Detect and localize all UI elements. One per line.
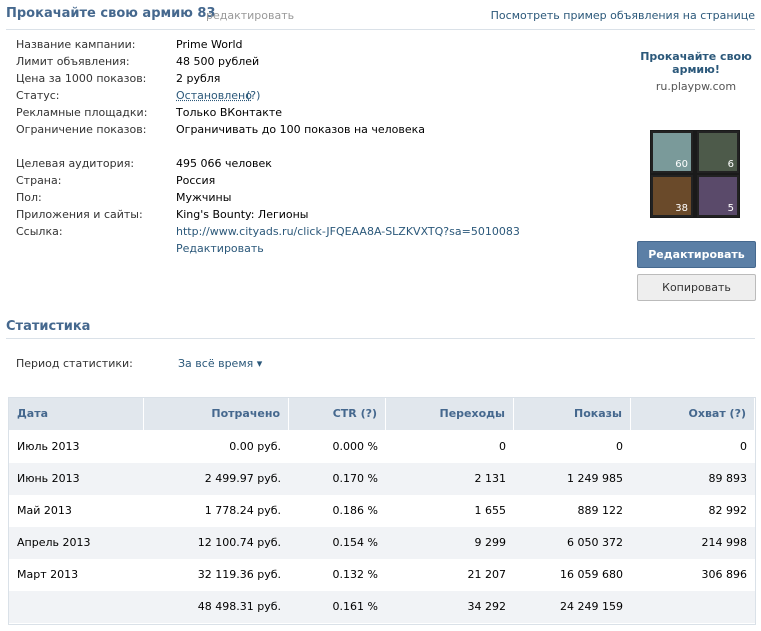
- edit-button[interactable]: Редактировать: [637, 241, 756, 268]
- hero-card: 6: [697, 131, 739, 173]
- field-label: Ограничение показов:: [16, 123, 147, 136]
- period-label: Период статистики:: [16, 357, 133, 370]
- table-cell: 89 893: [708, 472, 748, 485]
- column-header[interactable]: Охват (?): [631, 398, 755, 430]
- field-value: 48 500 рублей: [176, 55, 260, 68]
- field-value: Только ВКонтакте: [176, 106, 283, 119]
- edit-targeting-link[interactable]: Редактировать: [176, 242, 264, 255]
- table-cell: 0: [740, 440, 747, 453]
- hero-card: 60: [651, 131, 693, 173]
- stats-title: Статистика: [6, 319, 91, 334]
- table-cell: 21 207: [467, 568, 507, 581]
- field-value: 495 066 человек: [176, 157, 272, 170]
- table-cell: 32 119.36 руб.: [197, 568, 281, 581]
- column-header[interactable]: CTR (?): [289, 398, 386, 430]
- field-label: Статус:: [16, 89, 60, 102]
- card-count: 60: [675, 159, 688, 170]
- table-cell: 0.161 %: [332, 600, 378, 613]
- field-label: Лимит объявления:: [16, 55, 130, 68]
- field-label: Приложения и сайты:: [16, 208, 143, 221]
- divider: [6, 29, 755, 30]
- field-value: Prime World: [176, 38, 243, 51]
- table-cell: Март 2013: [17, 568, 79, 581]
- preview-domain: ru.playpw.com: [655, 80, 737, 93]
- table-cell: 0.132 %: [332, 568, 378, 581]
- column-header[interactable]: Переходы: [386, 398, 514, 430]
- ad-title: Прокачайте свою армию 83: [6, 6, 216, 21]
- column-header[interactable]: Дата: [9, 398, 144, 430]
- field-value[interactable]: http://www.cityads.ru/click-JFQEAA8A-SLZ…: [176, 225, 520, 238]
- table-cell: 0: [616, 440, 623, 453]
- table-cell: 1 778.24 руб.: [204, 504, 281, 517]
- table-cell: 2 131: [474, 472, 507, 485]
- table-cell: 0.186 %: [332, 504, 378, 517]
- example-link[interactable]: Посмотреть пример объявления на странице: [490, 9, 755, 22]
- table-cell: 82 992: [708, 504, 748, 517]
- hero-card: 38: [651, 175, 693, 217]
- preview-title[interactable]: Прокачайте свою армию!: [640, 50, 752, 76]
- table-row: [9, 431, 755, 463]
- field-value: Россия: [176, 174, 216, 187]
- column-header[interactable]: Показы: [514, 398, 631, 430]
- field-label: Пол:: [16, 191, 42, 204]
- table-cell: Июнь 2013: [17, 472, 80, 485]
- table-cell: Апрель 2013: [17, 536, 91, 549]
- field-value: King's Bounty: Легионы: [176, 208, 309, 221]
- field-value[interactable]: Остановлено: [176, 89, 252, 102]
- field-label: Цена за 1000 показов:: [16, 72, 147, 85]
- table-cell: 2 499.97 руб.: [204, 472, 281, 485]
- table-cell: Май 2013: [17, 504, 72, 517]
- stats-table: Дата Потрачено CTR (?) Переходы Показы Охват …: [8, 397, 756, 625]
- card-count: 38: [675, 203, 688, 214]
- status-hint[interactable]: (?): [246, 89, 261, 102]
- table-cell: 0.00 руб.: [229, 440, 281, 453]
- card-count: 6: [727, 159, 734, 170]
- table-cell: 16 059 680: [560, 568, 623, 581]
- field-label: Ссылка:: [16, 225, 63, 238]
- table-cell: 306 896: [701, 568, 748, 581]
- field-label: Рекламные площадки:: [16, 106, 148, 119]
- field-label: Страна:: [16, 174, 62, 187]
- table-cell: 34 292: [467, 600, 507, 613]
- divider: [6, 338, 755, 339]
- table-cell: 214 998: [701, 536, 748, 549]
- field-label: Название кампании:: [16, 38, 136, 51]
- edit-link[interactable]: редактировать: [206, 9, 295, 22]
- table-row: [9, 591, 755, 623]
- table-row: [9, 559, 755, 591]
- table-cell: 0.000 %: [332, 440, 378, 453]
- table-cell: 0.154 %: [332, 536, 378, 549]
- table-cell: 24 249 159: [560, 600, 623, 613]
- table-row: [9, 463, 755, 495]
- hero-card: 5: [697, 175, 739, 217]
- preview-image: 60 6 38 5: [650, 130, 740, 218]
- table-cell: 48 498.31 руб.: [197, 600, 281, 613]
- table-row: [9, 495, 755, 527]
- period-value[interactable]: За всё время: [178, 357, 254, 370]
- table-cell: 0: [499, 440, 506, 453]
- table-cell: 0.170 %: [332, 472, 378, 485]
- table-cell: 6 050 372: [567, 536, 623, 549]
- copy-button[interactable]: Копировать: [637, 274, 756, 301]
- table-cell: 1 249 985: [567, 472, 623, 485]
- period-select[interactable]: За всё время ▾: [178, 357, 263, 370]
- table-cell: 1 655: [474, 504, 507, 517]
- field-value: Мужчины: [176, 191, 232, 204]
- table-cell: Июль 2013: [17, 440, 80, 453]
- field-value: 2 рубля: [176, 72, 221, 85]
- field-value: Ограничивать до 100 показов на человека: [176, 123, 426, 136]
- column-header[interactable]: Потрачено: [144, 398, 289, 430]
- table-cell: 9 299: [474, 536, 507, 549]
- table-cell: 889 122: [577, 504, 624, 517]
- table-cell: 12 100.74 руб.: [197, 536, 281, 549]
- field-label: Целевая аудитория:: [16, 157, 135, 170]
- table-row: [9, 527, 755, 559]
- card-count: 5: [727, 203, 734, 214]
